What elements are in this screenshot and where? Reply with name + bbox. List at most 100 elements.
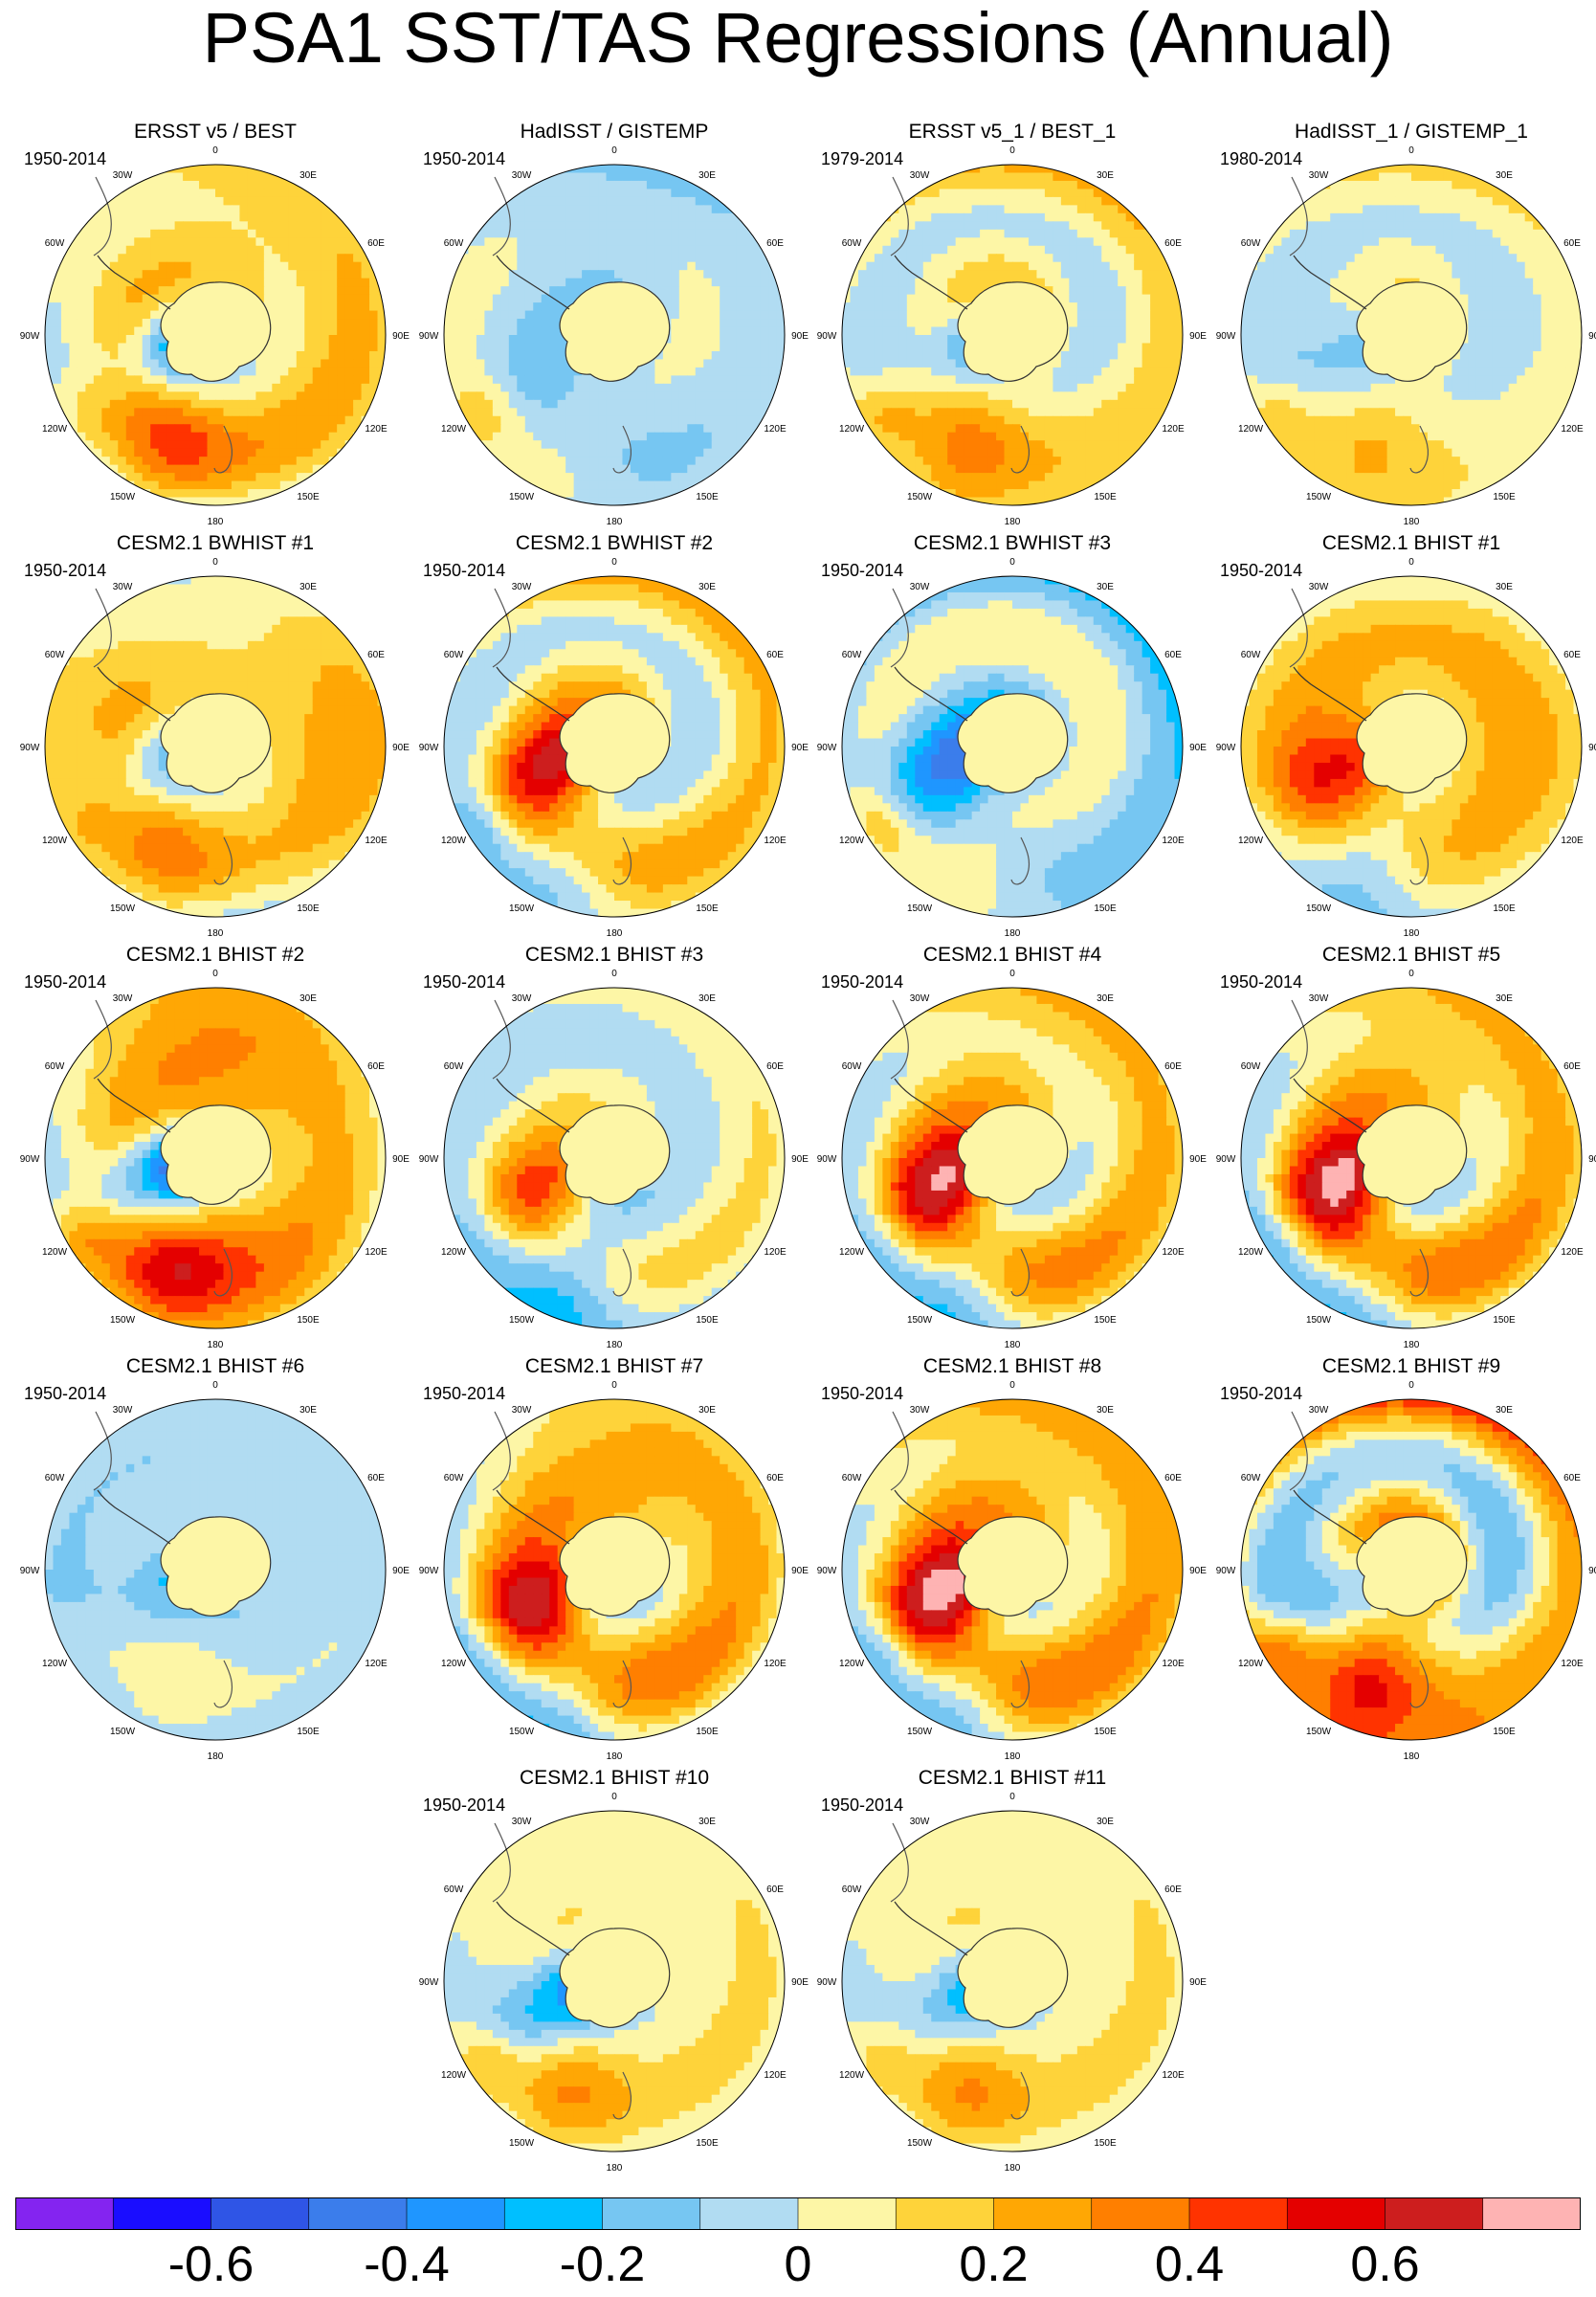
colorbar-swatch <box>994 2197 1093 2230</box>
longitude-label: 150W <box>110 492 136 502</box>
colorbar-swatch <box>1189 2197 1288 2230</box>
longitude-label: 150E <box>1094 903 1117 914</box>
longitude-label: 180 <box>1005 1340 1021 1350</box>
longitude-label: 120W <box>1238 424 1264 435</box>
longitude-label: 60E <box>1164 1884 1182 1895</box>
longitude-label: 150E <box>1493 492 1516 502</box>
longitude-label: 60W <box>1241 1473 1261 1483</box>
longitude-label: 30E <box>299 993 317 1004</box>
panel-period: 1950-2014 <box>1220 560 1302 581</box>
longitude-label: 90W <box>20 1566 40 1576</box>
longitude-label: 0 <box>1408 969 1414 979</box>
longitude-label: 90E <box>392 743 410 753</box>
longitude-label: 0 <box>1408 1380 1414 1391</box>
longitude-label: 120E <box>1561 836 1584 846</box>
panel-period: 1950-2014 <box>821 560 903 581</box>
longitude-label: 90W <box>20 331 40 342</box>
longitude-label: 30E <box>299 582 317 592</box>
panel-period: 1950-2014 <box>423 1383 505 1404</box>
longitude-label: 150W <box>907 903 933 914</box>
longitude-label: 30W <box>910 993 930 1004</box>
longitude-label: 90W <box>20 743 40 753</box>
longitude-label: 90W <box>1216 1566 1236 1576</box>
longitude-label: 90W <box>20 1154 40 1165</box>
longitude-label: 0 <box>1009 969 1015 979</box>
longitude-label: 150E <box>696 1315 719 1326</box>
longitude-label: 60E <box>367 1473 385 1483</box>
longitude-label: 30E <box>1496 582 1513 592</box>
longitude-label: 120W <box>42 836 68 846</box>
longitude-label: 0 <box>1009 1380 1015 1391</box>
longitude-label: 30W <box>910 170 930 181</box>
colorbar-swatch <box>1092 2197 1190 2230</box>
longitude-label: 150W <box>110 1727 136 1737</box>
longitude-label: 150E <box>297 492 320 502</box>
longitude-label: 30W <box>512 1817 532 1827</box>
longitude-label: 90E <box>1588 743 1596 753</box>
longitude-label: 60W <box>842 1884 862 1895</box>
longitude-label: 180 <box>1404 1340 1420 1350</box>
longitude-label: 120W <box>1238 1659 1264 1669</box>
longitude-label: 30W <box>512 170 532 181</box>
longitude-label: 120W <box>839 836 865 846</box>
longitude-label: 120W <box>441 1247 467 1258</box>
colorbar-swatch <box>1287 2197 1385 2230</box>
longitude-label: 60E <box>367 1061 385 1072</box>
longitude-label: 60E <box>766 238 784 249</box>
longitude-label: 60E <box>1164 238 1182 249</box>
longitude-label: 120W <box>441 424 467 435</box>
longitude-label: 120W <box>441 2070 467 2081</box>
longitude-label: 180 <box>607 517 623 527</box>
colorbar-swatch <box>504 2197 603 2230</box>
longitude-label: 0 <box>611 969 617 979</box>
longitude-label: 180 <box>1005 2163 1021 2174</box>
longitude-label: 150E <box>1094 1727 1117 1737</box>
longitude-label: 90W <box>817 331 837 342</box>
colorbar <box>15 2197 1581 2230</box>
longitude-label: 180 <box>208 517 224 527</box>
longitude-label: 60E <box>766 1473 784 1483</box>
longitude-label: 120E <box>764 836 787 846</box>
colorbar-tick-label: 0.2 <box>959 2236 1028 2293</box>
longitude-label: 60E <box>1563 238 1581 249</box>
longitude-label: 120W <box>839 1659 865 1669</box>
longitude-label: 120E <box>764 1247 787 1258</box>
longitude-label: 180 <box>607 1340 623 1350</box>
longitude-label: 150W <box>110 903 136 914</box>
colorbar-tick-label: 0.6 <box>1350 2236 1419 2293</box>
longitude-label: 30W <box>910 1817 930 1827</box>
colorbar-swatch <box>896 2197 994 2230</box>
colorbar-tick-label: -0.2 <box>560 2236 646 2293</box>
longitude-label: 90W <box>817 743 837 753</box>
longitude-label: 120E <box>764 2070 787 2081</box>
longitude-label: 30W <box>1309 993 1329 1004</box>
panel-period: 1950-2014 <box>821 1795 903 1816</box>
longitude-label: 150W <box>509 1727 535 1737</box>
longitude-label: 90W <box>419 1566 439 1576</box>
longitude-label: 60E <box>766 1061 784 1072</box>
longitude-label: 0 <box>1408 557 1414 568</box>
longitude-label: 90E <box>1189 1977 1207 1988</box>
longitude-label: 90W <box>817 1154 837 1165</box>
longitude-label: 150W <box>509 492 535 502</box>
panel-period: 1950-2014 <box>1220 971 1302 992</box>
longitude-label: 120E <box>1162 2070 1185 2081</box>
longitude-label: 90E <box>791 1977 809 1988</box>
longitude-label: 150W <box>1306 492 1332 502</box>
longitude-label: 90W <box>817 1566 837 1576</box>
longitude-label: 120E <box>1162 836 1185 846</box>
panel-period: 1950-2014 <box>423 971 505 992</box>
longitude-label: 120W <box>839 424 865 435</box>
longitude-label: 90W <box>419 1977 439 1988</box>
